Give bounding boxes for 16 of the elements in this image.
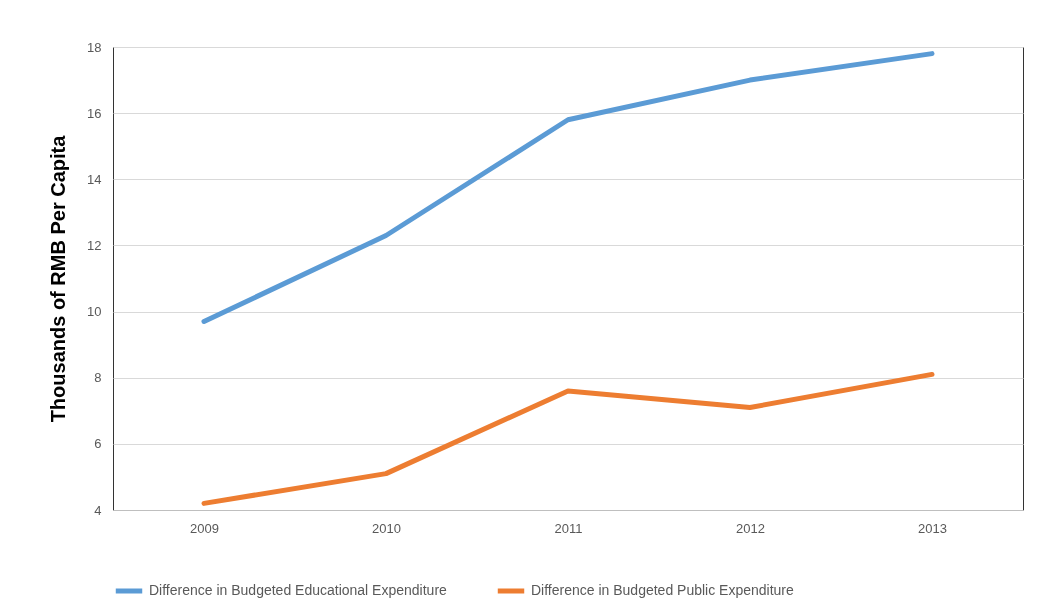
legend-label: Difference in Budgeted Public Expenditure: [531, 582, 795, 598]
x-tick-label: 2011: [554, 520, 583, 536]
x-tick-label: 2010: [372, 520, 401, 536]
y-tick-label: 14: [87, 171, 102, 187]
x-tick-label: 2013: [918, 520, 947, 536]
y-tick-label: 8: [94, 370, 102, 386]
y-tick-label: 12: [87, 237, 102, 253]
y-tick-label: 18: [87, 39, 102, 55]
legend-label: Difference in Budgeted Educational Expenditure: [149, 582, 448, 598]
x-tick-label: 2009: [190, 520, 219, 536]
y-tick-label: 4: [94, 502, 102, 518]
y-axis-title: Thousands of RMB Per Capita: [47, 134, 70, 423]
y-tick-label: 6: [94, 436, 102, 452]
y-tick-label: 16: [87, 105, 102, 121]
y-tick-label: 10: [87, 304, 102, 320]
x-tick-label: 2012: [736, 520, 765, 536]
